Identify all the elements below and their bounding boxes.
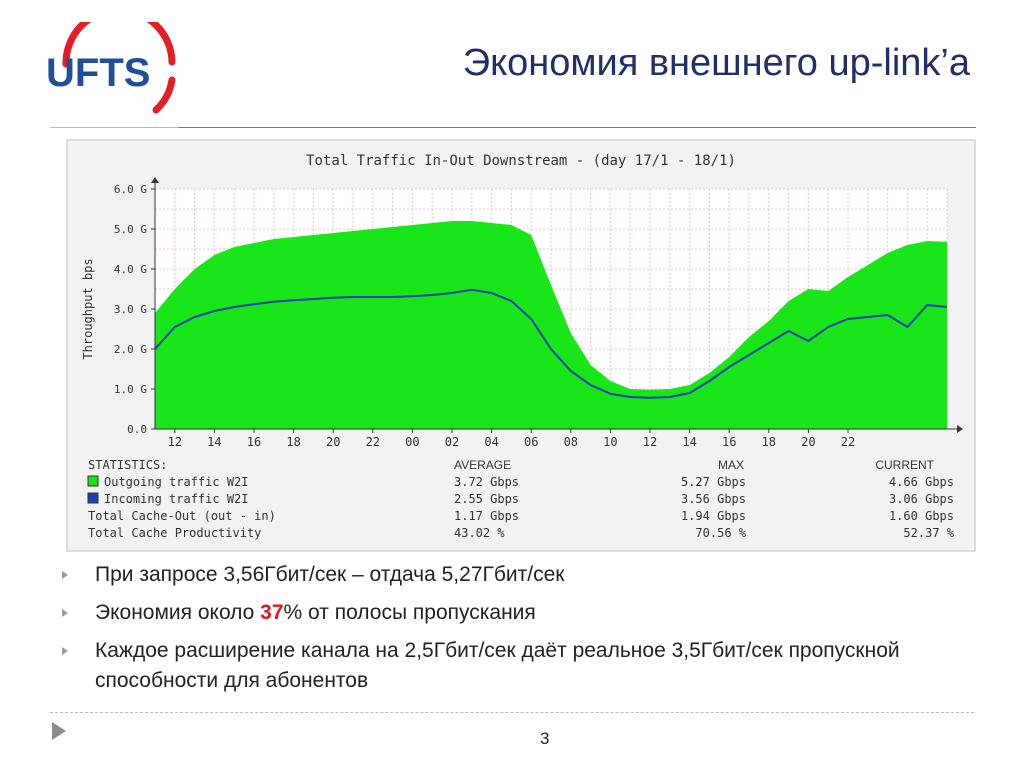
y-tick-label: 3.0 G bbox=[114, 303, 147, 316]
stats-average: 2.55 Gbps bbox=[454, 492, 519, 506]
bullet-text: Каждое расширение канала на 2,5Гбит/сек … bbox=[95, 639, 900, 692]
slide-title: Экономия внешнего up-link’а bbox=[462, 42, 970, 84]
x-tick-label: 14 bbox=[682, 435, 696, 449]
y-tick-label: 2.0 G bbox=[114, 343, 147, 356]
stats-current: 4.66 Gbps bbox=[889, 475, 954, 489]
stats-header-2: MAX bbox=[718, 458, 744, 472]
stats-current: 52.37 % bbox=[903, 526, 954, 540]
stats-max: 70.56 % bbox=[695, 526, 746, 540]
stats-max: 1.94 Gbps bbox=[681, 509, 746, 523]
stats-average: 1.17 Gbps bbox=[454, 509, 519, 523]
x-tick-label: 16 bbox=[247, 435, 261, 449]
x-tick-label: 18 bbox=[762, 435, 776, 449]
y-tick-label: 4.0 G bbox=[114, 263, 147, 276]
x-tick-label: 08 bbox=[564, 435, 578, 449]
bullet-item-3: Каждое расширение канала на 2,5Гбит/сек … bbox=[60, 636, 980, 696]
stats-average: 3.72 Gbps bbox=[454, 475, 519, 489]
series-group bbox=[154, 221, 948, 429]
bullet-arrow-icon bbox=[62, 647, 68, 655]
stats-max: 5.27 Gbps bbox=[681, 475, 746, 489]
x-tick-label: 22 bbox=[841, 435, 855, 449]
bullet-text-pre: Экономия около bbox=[95, 601, 261, 624]
bullet-text-post: % от полосы пропускания bbox=[283, 601, 536, 624]
stats-row-name: Total Cache Productivity bbox=[88, 526, 261, 540]
stats-row-name: Total Cache-Out (out - in) bbox=[88, 509, 276, 523]
stats-current: 3.06 Gbps bbox=[889, 492, 954, 506]
x-tick-label: 10 bbox=[603, 435, 617, 449]
x-tick-label: 12 bbox=[168, 435, 182, 449]
bullet-text: При запросе 3,56Гбит/сек – отдача 5,27Гб… bbox=[95, 563, 565, 586]
stats-header-3: CURRENT bbox=[875, 458, 934, 472]
x-tick-label: 04 bbox=[484, 435, 498, 449]
series-outgoing-area bbox=[155, 221, 947, 429]
y-axis-label: Throughput bps bbox=[81, 258, 95, 359]
stats-current: 1.60 Gbps bbox=[889, 509, 954, 523]
bullet-item-2: Экономия около 37% от полосы пропускания bbox=[60, 598, 980, 628]
play-icon bbox=[52, 722, 66, 740]
footer-divider bbox=[50, 712, 974, 713]
bullet-list: При запросе 3,56Гбит/сек – отдача 5,27Гб… bbox=[60, 560, 980, 704]
traffic-chart-svg: Total Traffic In-Out Downstream - (day 1… bbox=[66, 139, 976, 552]
x-tick-label: 12 bbox=[643, 435, 657, 449]
x-tick-label: 02 bbox=[445, 435, 459, 449]
traffic-chart: Total Traffic In-Out Downstream - (day 1… bbox=[66, 139, 976, 552]
ufts-logo: UFTS bbox=[44, 6, 194, 122]
x-tick-label: 16 bbox=[722, 435, 736, 449]
legend-swatch-incoming bbox=[87, 492, 99, 504]
stats-header-0: STATISTICS: bbox=[88, 458, 167, 472]
x-tick-label: 14 bbox=[207, 435, 221, 449]
y-axis-arrow bbox=[151, 177, 159, 183]
x-tick-label: 06 bbox=[524, 435, 538, 449]
bullet-arrow-icon bbox=[62, 571, 68, 579]
x-axis-arrow bbox=[957, 425, 963, 433]
legend-swatch-outgoing bbox=[87, 475, 99, 487]
y-tick-label: 6.0 G bbox=[114, 183, 147, 196]
x-tick-label: 22 bbox=[366, 435, 380, 449]
series-incoming-line bbox=[154, 288, 948, 399]
y-tick-label: 0.0 bbox=[127, 423, 147, 436]
stats-max: 3.56 Gbps bbox=[681, 492, 746, 506]
bullet-highlight: 37 bbox=[260, 601, 284, 624]
axes: 0.0 1.0 G 2.0 G 3.0 G 4.0 G 5.0 G 6.0 G 12 14 16 1… bbox=[114, 177, 963, 449]
x-tick-label: 20 bbox=[326, 435, 340, 449]
x-tick-label: 00 bbox=[405, 435, 419, 449]
x-tick-label: 20 bbox=[801, 435, 815, 449]
logo-arc-right bbox=[152, 76, 176, 114]
y-tick-label: 1.0 G bbox=[114, 383, 147, 396]
y-tick-label: 5.0 G bbox=[114, 223, 147, 236]
stats-average: 43.02 % bbox=[454, 526, 505, 540]
stats-row-name: Outgoing traffic W2I bbox=[104, 475, 249, 489]
title-divider-dark bbox=[178, 127, 976, 128]
stats-header-1: AVERAGE bbox=[454, 458, 511, 472]
logo-text: UFTS bbox=[46, 51, 150, 95]
bullet-arrow-icon bbox=[62, 609, 68, 617]
stats-row-name: Incoming traffic W2I bbox=[104, 492, 249, 506]
page-number: 3 bbox=[540, 729, 550, 748]
x-tick-label: 18 bbox=[286, 435, 300, 449]
chart-title: Total Traffic In-Out Downstream - (day 1… bbox=[306, 153, 736, 169]
statistics-table: STATISTICS: AVERAGE MAX CURRENT Outgoing tra… bbox=[87, 458, 955, 540]
bullet-item-1: При запросе 3,56Гбит/сек – отдача 5,27Гб… bbox=[60, 560, 980, 590]
